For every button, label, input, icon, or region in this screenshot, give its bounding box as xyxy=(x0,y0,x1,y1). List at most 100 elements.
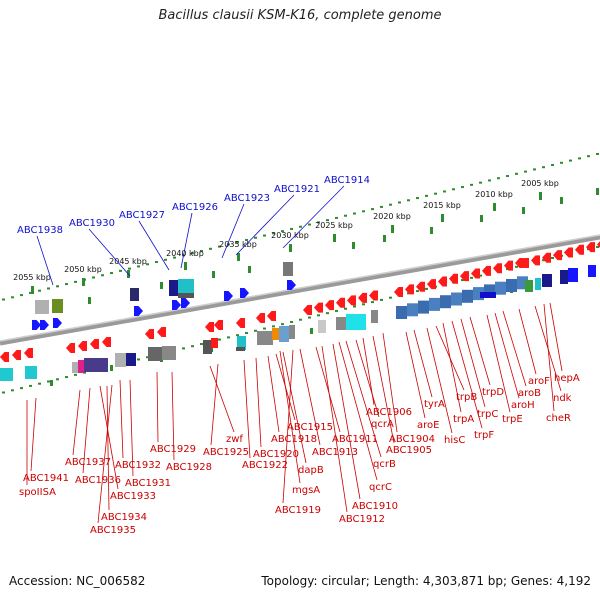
ruler-tick xyxy=(522,207,525,214)
track-dot xyxy=(389,296,392,299)
reverse-gene-arrow xyxy=(66,343,75,353)
ruler-dot xyxy=(119,269,122,272)
ruler-dot xyxy=(290,227,293,230)
ruler-dot xyxy=(191,252,194,255)
feature-box xyxy=(130,288,139,301)
forward-gene-arrow xyxy=(287,280,296,290)
feature-box xyxy=(115,353,126,367)
reverse-gene-label: trpF xyxy=(474,430,494,441)
ruler-dot xyxy=(272,232,275,235)
feature-box xyxy=(203,340,212,354)
reverse-gene-label: ABC1911 xyxy=(332,434,378,445)
feature-box xyxy=(588,265,596,277)
track-dot xyxy=(542,259,545,262)
reverse-label-leader xyxy=(97,384,113,524)
feature-box xyxy=(25,366,37,379)
reverse-label-leader xyxy=(469,316,491,386)
reverse-gene-arrow xyxy=(482,265,491,276)
reverse-label-leader xyxy=(382,332,398,433)
ruler-dot xyxy=(2,298,5,301)
feature-box xyxy=(0,368,13,381)
ruler-dot xyxy=(407,199,410,202)
forward-gene-label: ABC1923 xyxy=(224,193,270,204)
ruler-tick-label: 2035 kbp xyxy=(219,240,257,249)
track-dot xyxy=(83,371,86,374)
reverse-label-leader xyxy=(321,345,348,513)
feature-box xyxy=(336,317,346,330)
ruler-dot xyxy=(506,175,509,178)
ruler-tick xyxy=(237,253,240,261)
forward-label-leader xyxy=(36,235,54,286)
reverse-gene-label: mgsA xyxy=(292,485,320,496)
ruler-dot xyxy=(317,221,320,224)
reverse-gene-arrow xyxy=(520,258,529,268)
track-dot xyxy=(47,380,50,383)
reverse-gene-arrow xyxy=(325,300,334,311)
track-dot xyxy=(74,373,77,376)
reverse-gene-arrow xyxy=(586,242,595,253)
reverse-gene-arrow xyxy=(405,284,414,295)
feature-box xyxy=(257,331,273,345)
reverse-gene-arrow xyxy=(493,263,502,274)
reverse-gene-arrow xyxy=(145,329,154,339)
track-dot xyxy=(146,356,149,359)
track-dot xyxy=(2,391,5,394)
feature-box xyxy=(126,353,136,366)
feature-box xyxy=(211,338,218,348)
forward-label-leader xyxy=(180,212,193,269)
reverse-gene-label: cheR xyxy=(546,413,571,424)
feature-box xyxy=(473,287,484,301)
reverse-gene-arrow xyxy=(267,311,276,321)
genome-backbone xyxy=(0,234,600,346)
ruler-dot xyxy=(11,296,14,299)
ruler-tick xyxy=(352,242,355,249)
ruler-tick xyxy=(160,282,163,289)
ruler-tick xyxy=(212,271,215,278)
ruler-dot xyxy=(227,243,230,246)
reverse-gene-arrow xyxy=(78,341,87,351)
track-dot xyxy=(29,384,32,387)
track-dot xyxy=(182,347,185,350)
track-dot xyxy=(344,307,347,310)
feature-box xyxy=(480,292,496,298)
reverse-label-leader xyxy=(362,337,375,406)
reverse-gene-label: ABC1937 xyxy=(65,457,111,468)
ruler-dot xyxy=(479,181,482,184)
feature-box xyxy=(279,326,289,342)
ruler-tick xyxy=(88,297,91,304)
feature-box xyxy=(568,268,578,282)
ruler-dot xyxy=(497,177,500,180)
ruler-dot xyxy=(371,208,374,211)
reverse-label-leader xyxy=(129,379,134,477)
ruler-dot xyxy=(200,250,203,252)
track-dot xyxy=(551,257,554,260)
ruler-dot xyxy=(254,236,257,239)
track-tick xyxy=(110,365,113,371)
feature-box xyxy=(396,306,407,319)
feature-box xyxy=(517,276,528,290)
track-dot xyxy=(461,279,464,282)
reverse-gene-labels: ABC1941 spoIISA ABC1937 ABC1936 ABC1933 ABC19… xyxy=(19,302,580,536)
reverse-gene-label: ABC1918 xyxy=(271,434,317,445)
reverse-label-leader xyxy=(543,303,555,412)
reverse-label-leader xyxy=(82,387,91,474)
track-dot xyxy=(227,336,230,339)
reverse-label-leader xyxy=(282,351,307,464)
feature-box xyxy=(52,299,63,313)
track-dot xyxy=(596,245,599,248)
feature-box xyxy=(283,262,293,276)
reverse-gene-label: qcrC xyxy=(369,482,392,493)
feature-box xyxy=(371,310,378,323)
track-dot xyxy=(416,290,419,293)
reverse-label-leader xyxy=(338,341,378,481)
track-dot xyxy=(380,298,383,301)
reverse-label-leader xyxy=(156,371,159,443)
ruler-dot xyxy=(443,190,446,193)
reverse-gene-arrow xyxy=(515,257,524,268)
track-dot xyxy=(353,305,356,308)
reverse-gene-label: ABC1904 xyxy=(389,434,435,445)
ruler-tick xyxy=(82,278,85,286)
reverse-gene-arrow xyxy=(416,281,425,292)
ruler-tick-label: 2010 kbp xyxy=(475,190,513,199)
